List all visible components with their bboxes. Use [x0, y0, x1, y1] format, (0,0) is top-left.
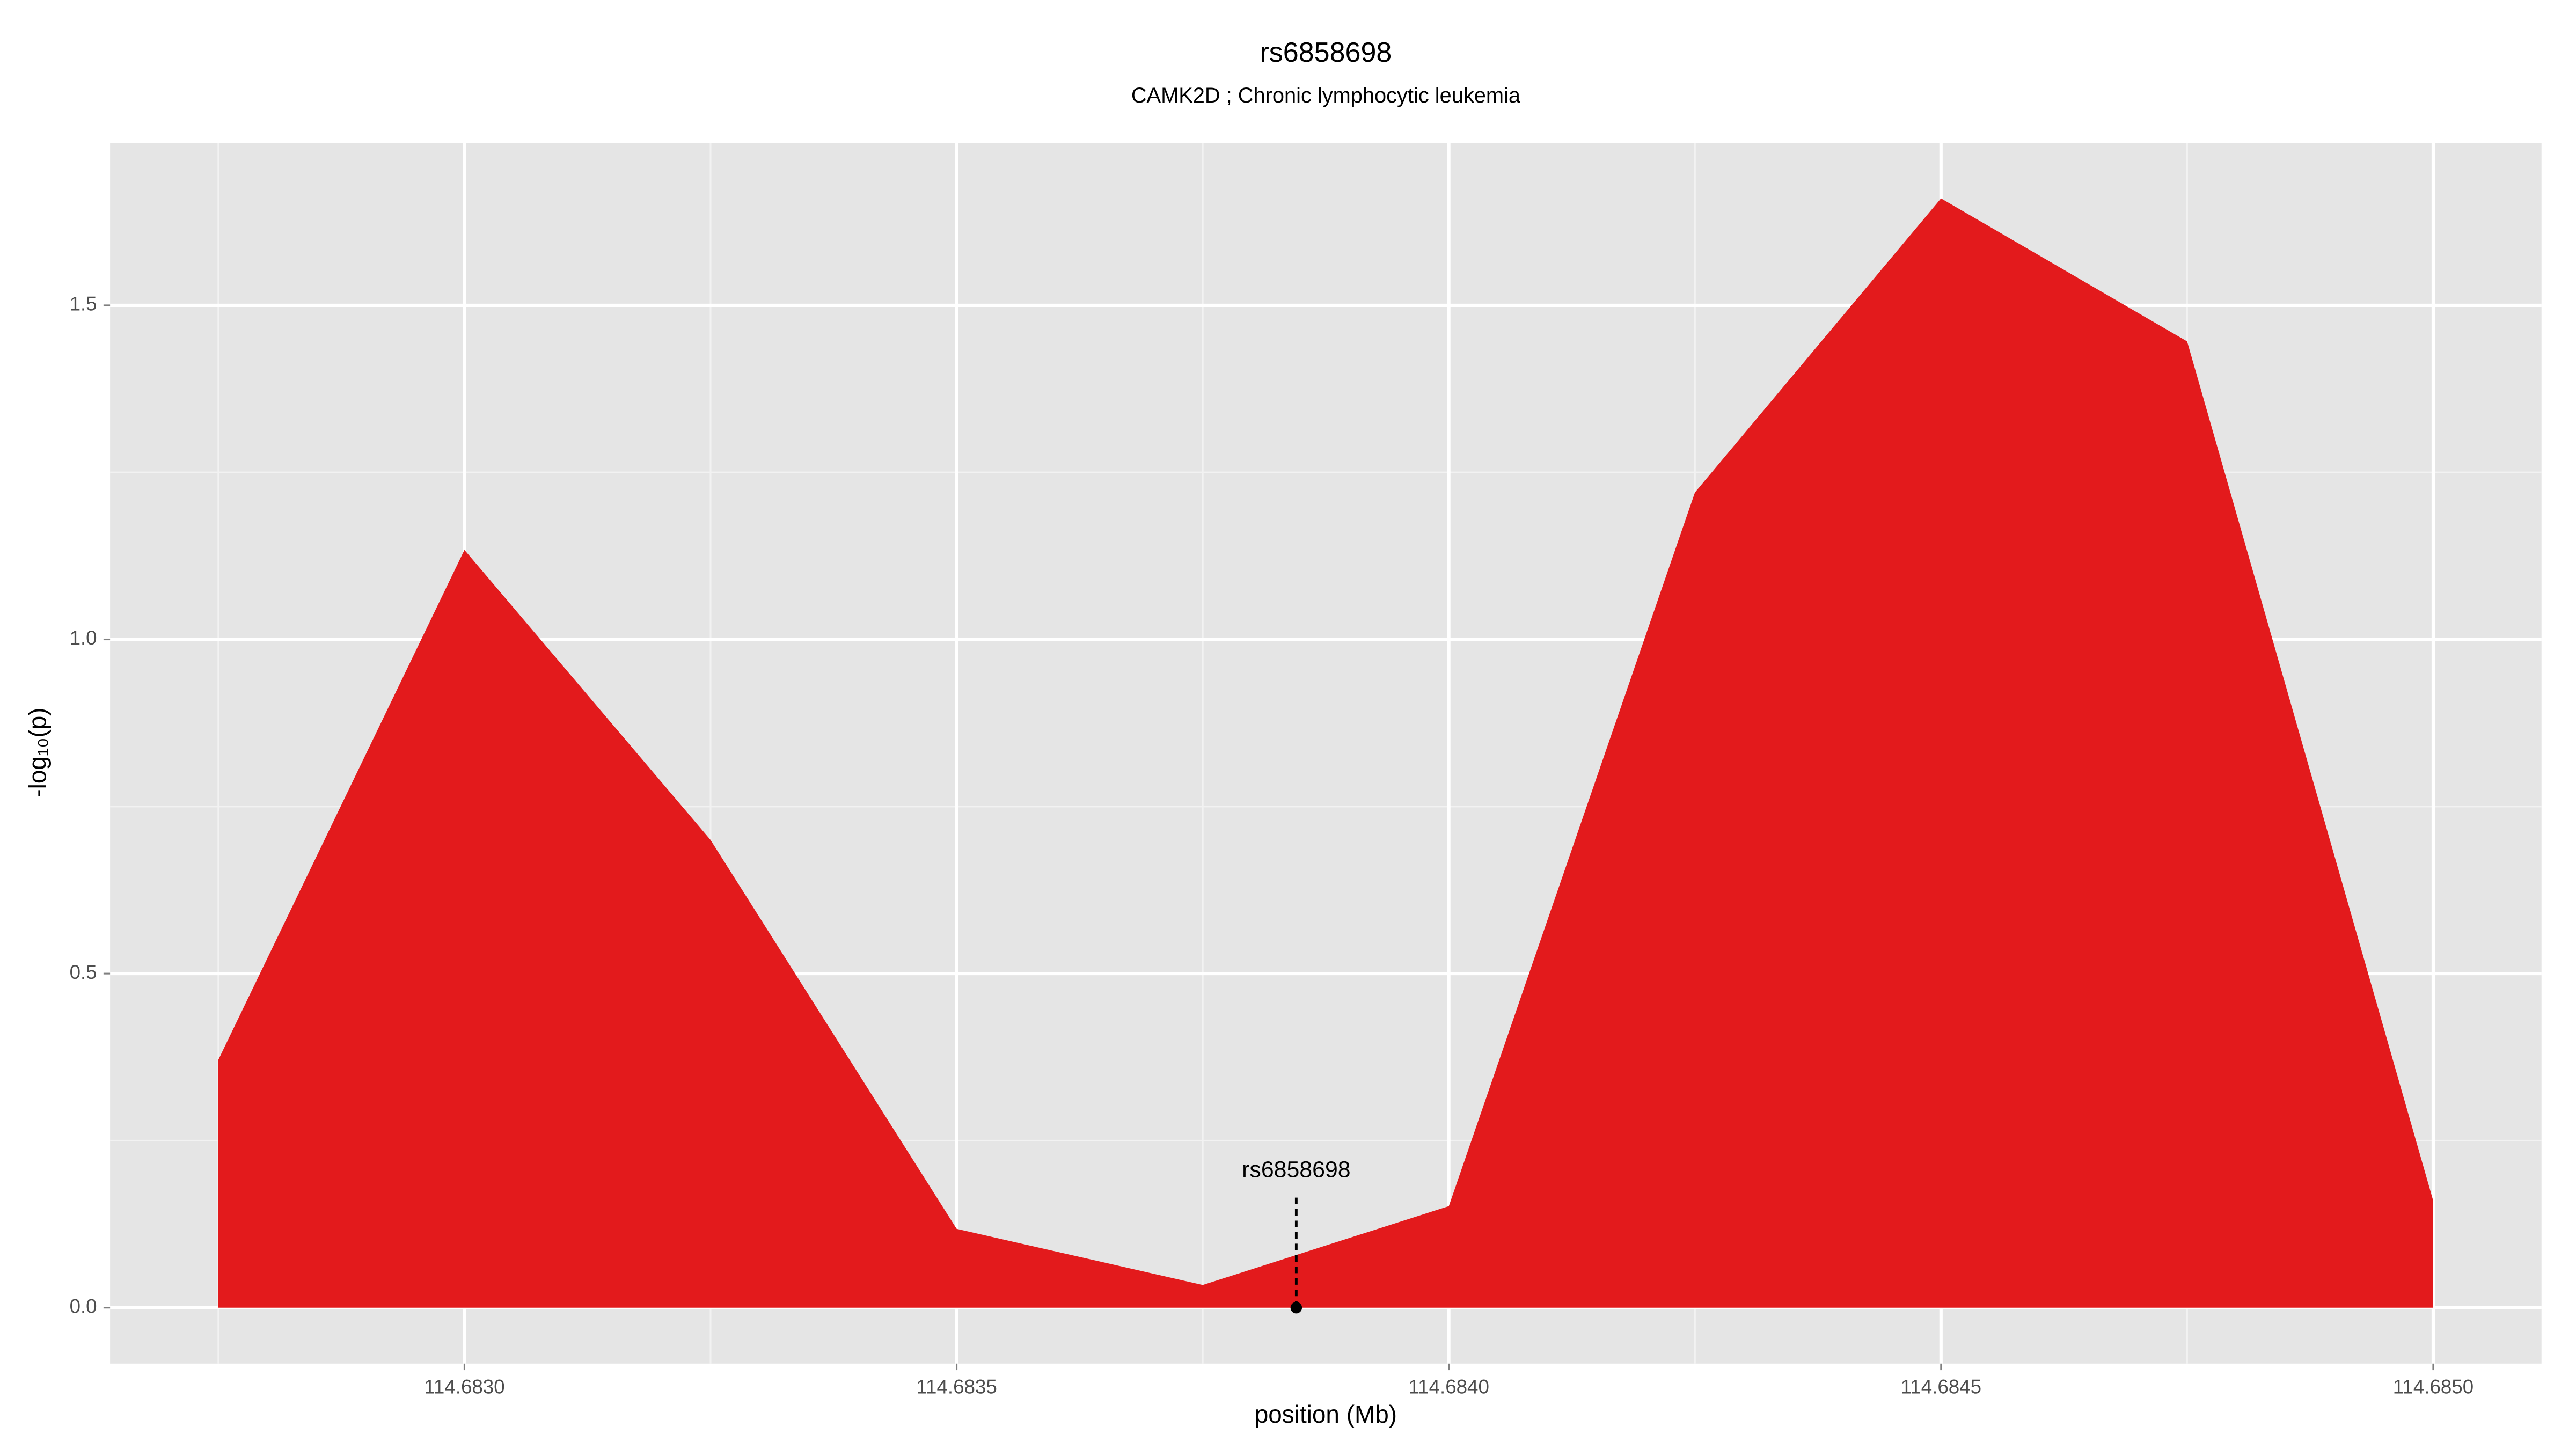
annotation-point [1290, 1302, 1302, 1314]
y-axis-label: -log₁₀(p) [24, 707, 52, 797]
chart-subtitle: CAMK2D ; Chronic lymphocytic leukemia [1131, 84, 1521, 107]
x-tick-label: 114.6830 [424, 1375, 504, 1397]
x-axis-label: position (Mb) [1255, 1400, 1397, 1428]
y-tick-label: 1.5 [70, 293, 97, 315]
y-tick-label: 1.0 [70, 627, 97, 649]
x-tick-label: 114.6835 [916, 1375, 997, 1397]
annotation-label: rs6858698 [1242, 1157, 1350, 1183]
area [218, 198, 2433, 1308]
chart-title: rs6858698 [1260, 37, 1392, 68]
x-tick-label: 114.6850 [2393, 1375, 2473, 1397]
marks: rs6858698 [218, 198, 2433, 1314]
y-tick-label: 0.5 [70, 961, 97, 983]
x-tick-label: 114.6845 [1901, 1375, 1981, 1397]
y-tick-label: 0.0 [70, 1295, 97, 1317]
x-tick-label: 114.6840 [1408, 1375, 1489, 1397]
